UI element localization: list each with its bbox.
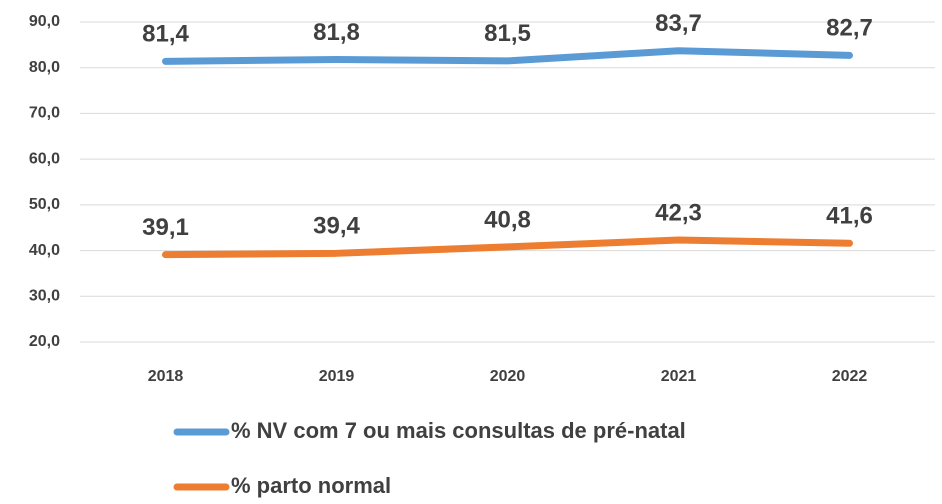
series-line [162,236,853,259]
data-label: 41,6 [826,203,873,230]
x-tick-label: 2018 [148,368,184,385]
legend-label: % parto normal [231,473,391,498]
y-tick-label: 80,0 [29,59,60,76]
data-label: 81,8 [313,19,360,46]
y-tick-label: 60,0 [29,150,60,167]
data-label: 42,3 [655,199,702,226]
y-tick-label: 40,0 [29,242,60,259]
y-tick-label: 30,0 [29,288,60,305]
data-label: 81,4 [142,21,189,48]
y-tick-label: 20,0 [29,333,60,350]
x-tick-label: 2020 [490,368,526,385]
data-label: 82,7 [826,15,873,42]
x-tick-label: 2019 [319,368,355,385]
data-label: 39,4 [313,213,360,240]
x-tick-label: 2022 [832,368,868,385]
legend-label: % NV com 7 ou mais consultas de pré-nata… [231,418,686,443]
y-tick-label: 70,0 [29,105,60,122]
x-tick-label: 2021 [661,368,697,385]
data-label: 39,1 [142,214,189,241]
data-label: 81,5 [484,20,531,47]
y-tick-label: 90,0 [29,13,60,30]
data-label: 40,8 [484,206,531,233]
series-line [162,47,853,65]
y-tick-label: 50,0 [29,196,60,213]
data-label: 83,7 [655,10,702,37]
